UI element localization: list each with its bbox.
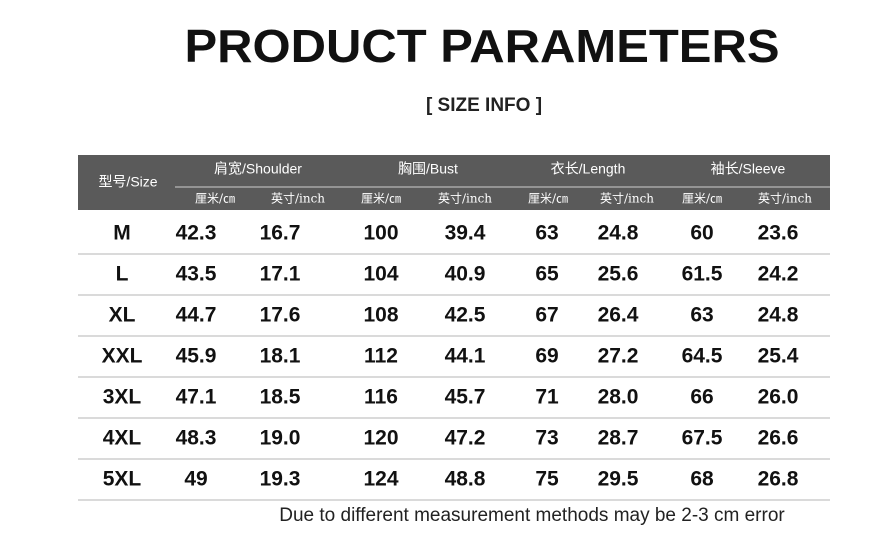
size-cell: M [113,222,131,245]
value-cell: 16.7 [260,222,301,245]
value-cell: 75 [535,468,559,491]
value-cell: 26.6 [758,427,799,450]
value-cell: 44.1 [445,345,486,368]
value-cell: 100 [363,222,398,245]
value-cell: 26.8 [758,468,799,491]
value-cell: 18.1 [260,345,301,368]
unit-header: 英寸/inch [271,192,325,206]
value-cell: 24.8 [598,222,639,245]
value-cell: 48.8 [445,468,486,491]
value-cell: 28.0 [598,386,639,409]
value-cell: 45.7 [445,386,486,409]
value-cell: 69 [535,345,558,368]
group-header: 胸围/Bust [398,161,458,177]
value-cell: 116 [364,386,398,409]
value-cell: 68 [690,468,714,491]
value-cell: 47.1 [176,386,217,409]
footnote: Due to different measurement methods may… [279,505,785,526]
value-cell: 28.7 [598,427,639,450]
value-cell: 44.7 [176,304,217,327]
size-header: 型号/Size [98,174,157,190]
value-cell: 19.0 [260,427,301,450]
value-cell: 64.5 [682,345,723,368]
value-cell: 63 [690,304,713,327]
unit-header: 英寸/inch [600,192,654,206]
value-cell: 67 [535,304,558,327]
size-cell: 3XL [103,386,142,409]
value-cell: 42.3 [176,222,217,245]
group-header: 袖长/Sleeve [711,161,786,177]
unit-header: 厘米/㎝ [195,192,235,206]
value-cell: 26.4 [598,304,639,327]
value-cell: 25.4 [758,345,799,368]
value-cell: 17.6 [260,304,301,327]
value-cell: 43.5 [176,263,217,286]
unit-header: 厘米/㎝ [361,192,401,206]
size-cell: L [116,263,129,286]
value-cell: 49 [184,468,207,491]
group-header: 衣长/Length [551,161,626,177]
subtitle: [ SIZE INFO ] [426,95,542,116]
value-cell: 112 [364,345,398,368]
value-cell: 19.3 [260,468,301,491]
value-cell: 108 [363,304,398,327]
value-cell: 67.5 [682,427,723,450]
value-cell: 26.0 [758,386,799,409]
value-cell: 25.6 [598,263,639,286]
unit-header: 英寸/inch [758,192,812,206]
value-cell: 24.2 [758,263,799,286]
value-cell: 61.5 [682,263,723,286]
value-cell: 27.2 [598,345,639,368]
value-cell: 71 [535,386,559,409]
unit-header: 厘米/㎝ [528,192,568,206]
value-cell: 63 [535,222,558,245]
size-cell: XXL [102,345,143,368]
value-cell: 66 [690,386,713,409]
value-cell: 17.1 [260,263,301,286]
size-cell: 4XL [103,427,142,450]
value-cell: 39.4 [445,222,486,245]
value-cell: 104 [363,263,398,286]
value-cell: 124 [363,468,398,491]
value-cell: 48.3 [176,427,217,450]
value-cell: 40.9 [445,263,486,286]
value-cell: 120 [363,427,398,450]
value-cell: 60 [690,222,713,245]
value-cell: 45.9 [176,345,217,368]
page-title: PRODUCT PARAMETERS [185,20,780,72]
group-header: 肩宽/Shoulder [214,161,302,177]
value-cell: 24.8 [758,304,799,327]
table-header-bg [78,155,830,210]
size-cell: XL [109,304,136,327]
value-cell: 18.5 [260,386,301,409]
value-cell: 47.2 [445,427,486,450]
value-cell: 23.6 [758,222,799,245]
value-cell: 73 [535,427,558,450]
value-cell: 29.5 [598,468,639,491]
size-cell: 5XL [103,468,142,491]
value-cell: 42.5 [445,304,486,327]
value-cell: 65 [535,263,559,286]
unit-header: 厘米/㎝ [682,192,722,206]
unit-header: 英寸/inch [438,192,492,206]
